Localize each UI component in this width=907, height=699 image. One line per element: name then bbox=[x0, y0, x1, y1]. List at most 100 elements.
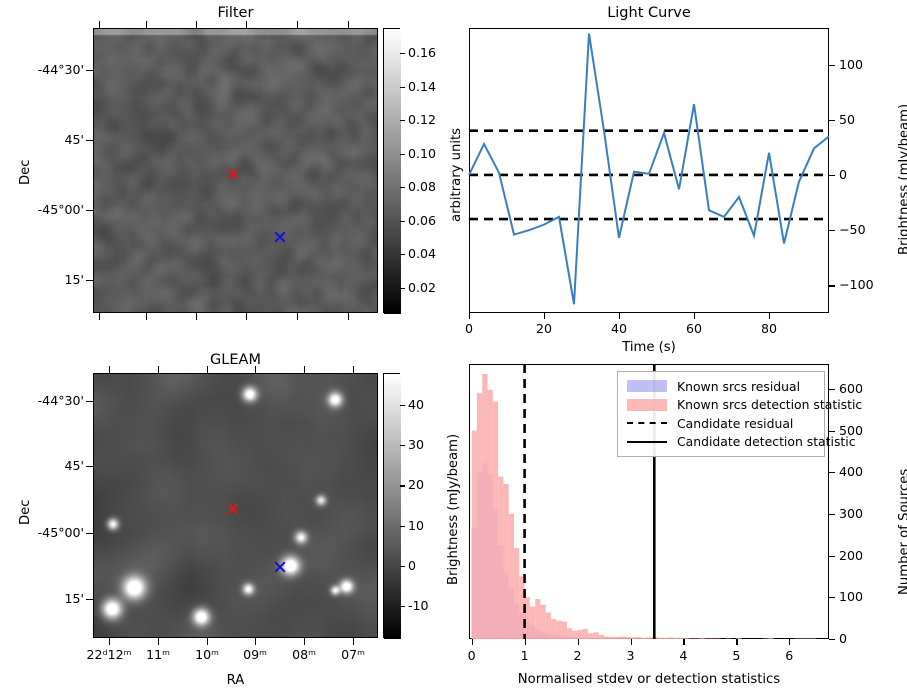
histogram-yticklabel-5: 500 bbox=[839, 422, 864, 438]
gleam-colorbar-ticklabel-4: 30 bbox=[408, 437, 425, 453]
filter-colorbar-ticklabel-0: 0.02 bbox=[408, 279, 437, 295]
histogram-xticklabel-2: 2 bbox=[573, 648, 582, 663]
gleam-colorbar-ticklabel-0: -10 bbox=[408, 597, 429, 613]
histogram-bar bbox=[514, 548, 520, 639]
gleam-dec-ticklabel-2: -45°00' bbox=[37, 525, 84, 540]
histogram-legend: Known srcs residual Known srcs detection … bbox=[617, 371, 862, 457]
histogram-bar bbox=[582, 629, 589, 639]
filter-dec-tick-2 bbox=[86, 210, 93, 212]
histogram-bar bbox=[572, 630, 578, 639]
histogram-bar bbox=[736, 638, 742, 639]
histogram-bar bbox=[641, 637, 647, 639]
lightcurve-ytick-0 bbox=[829, 285, 835, 287]
histogram-xticklabel-4: 4 bbox=[679, 648, 688, 663]
histogram-bar bbox=[524, 597, 530, 639]
histogram-xlabel: Normalised stdev or detection statistics bbox=[517, 672, 781, 687]
histogram-legend-label-2: Candidate residual bbox=[677, 415, 794, 431]
filter-colorbar-ticklabel-4: 0.10 bbox=[408, 145, 437, 161]
gleam-bottom-tick-3 bbox=[255, 638, 257, 645]
histogram-xticklabel-0: 0 bbox=[467, 648, 476, 663]
gleam-bottom-tick-1 bbox=[158, 638, 160, 645]
histogram-xtick-3 bbox=[630, 639, 632, 645]
histogram-bar bbox=[503, 484, 509, 639]
histogram-bar bbox=[625, 636, 631, 639]
filter-colorbar-tick-2 bbox=[400, 220, 405, 222]
filter-colorbar-tick-3 bbox=[400, 187, 405, 189]
histogram-xticklabel-6: 6 bbox=[785, 648, 794, 663]
gleam-top-tick-4 bbox=[304, 366, 306, 373]
gleam-panel-title: GLEAM bbox=[210, 352, 261, 368]
gleam-colorbar-ticklabel-1: 0 bbox=[408, 557, 417, 573]
histogram-ytick-0 bbox=[829, 639, 835, 641]
gleam-colorbar-tick-3 bbox=[400, 485, 405, 487]
histogram-xtick-0 bbox=[471, 639, 473, 645]
histogram-bar bbox=[487, 389, 493, 639]
lightcurve-yticklabel-1: −50 bbox=[839, 222, 866, 238]
filter-bottom-tick-3 bbox=[246, 313, 248, 320]
histogram-bar bbox=[609, 636, 615, 639]
lightcurve-ytick-3 bbox=[829, 119, 835, 121]
lightcurve-yticklabel-3: 50 bbox=[839, 111, 856, 127]
filter-bottom-tick-1 bbox=[146, 313, 148, 320]
filter-colorbar-ticklabel-5: 0.12 bbox=[408, 112, 437, 128]
filter-colorbar-tick-7 bbox=[400, 53, 405, 55]
gleam-ra-ticklabel-3: 09ᵐ bbox=[243, 647, 267, 662]
filter-top-tick-5 bbox=[348, 21, 350, 28]
histogram-bar bbox=[646, 637, 652, 639]
histogram-ytick-2 bbox=[829, 555, 835, 557]
histogram-bar bbox=[471, 430, 477, 639]
legend-dashed-line bbox=[627, 422, 667, 425]
lightcurve-yticklabel-0: −100 bbox=[839, 277, 874, 293]
gleam-colorbar-ticklabel-3: 20 bbox=[408, 477, 425, 493]
histogram-legend-swatch-0 bbox=[625, 380, 669, 393]
filter-top-tick-2 bbox=[196, 21, 198, 28]
lightcurve-xticklabel-0: 0 bbox=[464, 321, 473, 336]
lightcurve-xtick-2 bbox=[619, 313, 621, 319]
filter-panel-title: Filter bbox=[217, 5, 254, 21]
histogram-xtick-6 bbox=[789, 639, 791, 645]
gleam-dec-tick-3 bbox=[86, 599, 93, 601]
filter-bottom-tick-4 bbox=[297, 313, 299, 320]
lightcurve-xticklabel-4: 80 bbox=[760, 321, 778, 336]
filter-dec-tick-3 bbox=[86, 280, 93, 282]
histogram-bar bbox=[683, 638, 689, 639]
filter-colorbar-ticklabel-1: 0.04 bbox=[408, 246, 437, 262]
histogram-bar bbox=[656, 637, 663, 639]
histogram-bar bbox=[588, 633, 594, 639]
histogram-legend-label-3: Candidate detection statistic bbox=[677, 434, 856, 450]
histogram-bar bbox=[619, 636, 626, 639]
histogram-xticklabel-3: 3 bbox=[626, 648, 635, 663]
lightcurve-xtick-1 bbox=[544, 313, 546, 319]
gleam-sky-image bbox=[93, 373, 378, 638]
histogram-bar bbox=[768, 638, 774, 639]
histogram-xtick-1 bbox=[524, 639, 526, 645]
histogram-yticklabel-0: 0 bbox=[839, 631, 848, 646]
histogram-yticklabel-4: 400 bbox=[839, 464, 864, 480]
lightcurve-xticklabel-3: 60 bbox=[685, 321, 703, 336]
gleam-dec-tick-0 bbox=[86, 401, 93, 403]
filter-colorbar-ticklabel-2: 0.06 bbox=[408, 212, 437, 228]
histogram-bar bbox=[498, 476, 504, 639]
filter-top-tick-0 bbox=[99, 21, 101, 28]
filter-top-tick-1 bbox=[146, 21, 148, 28]
histogram-xticklabel-1: 1 bbox=[520, 648, 529, 663]
filter-colorbar-ticklabel-6: 0.14 bbox=[408, 78, 437, 94]
histogram-bar bbox=[662, 637, 668, 639]
filter-colorbar-label: arbitrary units bbox=[449, 127, 464, 222]
gleam-colorbar-label: Brightness (mJy/beam) bbox=[446, 433, 461, 585]
histogram-bar bbox=[535, 599, 541, 639]
gleam-ra-ticklabel-2: 10ᵐ bbox=[195, 647, 219, 662]
gleam-dec-ticklabel-0: -44°30' bbox=[37, 393, 84, 408]
histogram-xtick-4 bbox=[683, 639, 685, 645]
histogram-plot bbox=[471, 364, 816, 639]
histogram-bar bbox=[508, 514, 514, 639]
histogram-legend-swatch-3 bbox=[625, 440, 669, 443]
lightcurve-xlabel: Time (s) bbox=[622, 340, 676, 355]
lightcurve-ylabel: Brightness (mJy/beam) bbox=[897, 103, 907, 255]
lightcurve-ytick-2 bbox=[829, 174, 835, 177]
lightcurve-xtick-3 bbox=[694, 313, 696, 319]
histogram-bar bbox=[604, 636, 610, 639]
filter-colorbar-ticklabel-3: 0.08 bbox=[408, 179, 437, 195]
histogram-bar bbox=[540, 604, 546, 639]
